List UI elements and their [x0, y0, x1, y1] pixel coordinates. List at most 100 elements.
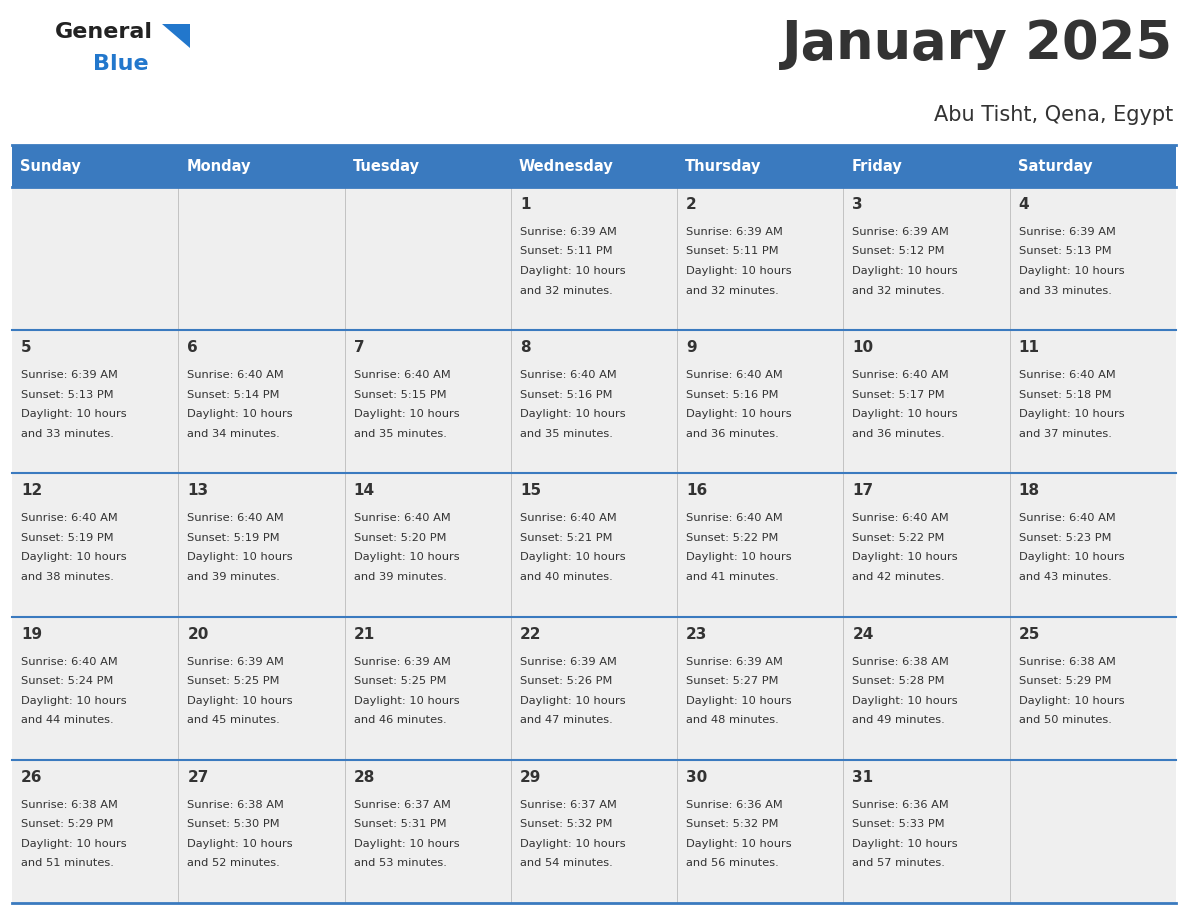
Text: Sunrise: 6:36 AM: Sunrise: 6:36 AM — [853, 800, 949, 810]
Text: 1: 1 — [520, 197, 530, 212]
Text: 6: 6 — [188, 341, 198, 355]
Text: Sunset: 5:22 PM: Sunset: 5:22 PM — [687, 533, 778, 543]
Text: and 35 minutes.: and 35 minutes. — [354, 429, 447, 439]
Text: Sunset: 5:31 PM: Sunset: 5:31 PM — [354, 819, 447, 829]
Text: and 39 minutes.: and 39 minutes. — [354, 572, 447, 582]
Text: 26: 26 — [21, 770, 43, 785]
Text: 7: 7 — [354, 341, 365, 355]
Text: Daylight: 10 hours: Daylight: 10 hours — [853, 266, 958, 276]
Text: and 48 minutes.: and 48 minutes. — [687, 715, 779, 725]
Bar — [345, 760, 511, 903]
Text: Sunrise: 6:40 AM: Sunrise: 6:40 AM — [1019, 370, 1116, 380]
Text: and 39 minutes.: and 39 minutes. — [188, 572, 280, 582]
Text: Sunrise: 6:39 AM: Sunrise: 6:39 AM — [687, 656, 783, 666]
Text: Sunset: 5:16 PM: Sunset: 5:16 PM — [520, 390, 612, 399]
Text: and 43 minutes.: and 43 minutes. — [1019, 572, 1112, 582]
Text: Sunrise: 6:38 AM: Sunrise: 6:38 AM — [21, 800, 118, 810]
Text: Friday: Friday — [852, 159, 902, 174]
Bar — [178, 474, 345, 617]
Text: and 32 minutes.: and 32 minutes. — [853, 285, 946, 296]
Text: Sunset: 5:32 PM: Sunset: 5:32 PM — [520, 819, 612, 829]
Text: and 56 minutes.: and 56 minutes. — [687, 858, 779, 868]
Text: Daylight: 10 hours: Daylight: 10 hours — [687, 266, 791, 276]
Bar — [843, 617, 1010, 760]
Text: Daylight: 10 hours: Daylight: 10 hours — [687, 409, 791, 420]
Text: Monday: Monday — [187, 159, 251, 174]
Text: Sunset: 5:19 PM: Sunset: 5:19 PM — [21, 533, 114, 543]
Text: 19: 19 — [21, 627, 42, 642]
Text: Sunrise: 6:40 AM: Sunrise: 6:40 AM — [520, 513, 617, 523]
Text: and 51 minutes.: and 51 minutes. — [21, 858, 114, 868]
Text: Sunrise: 6:40 AM: Sunrise: 6:40 AM — [21, 656, 118, 666]
Text: 29: 29 — [520, 770, 542, 785]
Text: Sunrise: 6:37 AM: Sunrise: 6:37 AM — [354, 800, 450, 810]
Text: Sunset: 5:25 PM: Sunset: 5:25 PM — [354, 676, 446, 686]
Text: Sunset: 5:11 PM: Sunset: 5:11 PM — [520, 247, 613, 256]
Bar — [677, 330, 843, 474]
Text: Sunset: 5:16 PM: Sunset: 5:16 PM — [687, 390, 778, 399]
Text: Sunrise: 6:39 AM: Sunrise: 6:39 AM — [1019, 227, 1116, 237]
Text: 30: 30 — [687, 770, 707, 785]
Text: Sunset: 5:19 PM: Sunset: 5:19 PM — [188, 533, 280, 543]
Text: and 36 minutes.: and 36 minutes. — [853, 429, 946, 439]
Text: and 46 minutes.: and 46 minutes. — [354, 715, 447, 725]
Text: and 33 minutes.: and 33 minutes. — [1019, 285, 1112, 296]
Text: 20: 20 — [188, 627, 209, 642]
Bar — [511, 330, 677, 474]
Bar — [677, 474, 843, 617]
Text: Sunrise: 6:38 AM: Sunrise: 6:38 AM — [188, 800, 284, 810]
Text: Daylight: 10 hours: Daylight: 10 hours — [853, 696, 958, 706]
Bar — [178, 145, 345, 187]
Text: Sunset: 5:32 PM: Sunset: 5:32 PM — [687, 819, 778, 829]
Text: 31: 31 — [853, 770, 873, 785]
Text: Daylight: 10 hours: Daylight: 10 hours — [1019, 409, 1124, 420]
Bar — [12, 760, 178, 903]
Text: Daylight: 10 hours: Daylight: 10 hours — [188, 696, 293, 706]
Bar — [1010, 145, 1176, 187]
Bar — [345, 145, 511, 187]
Bar — [511, 145, 677, 187]
Text: 9: 9 — [687, 341, 697, 355]
Bar — [12, 187, 178, 330]
Text: 25: 25 — [1019, 627, 1040, 642]
Text: Daylight: 10 hours: Daylight: 10 hours — [853, 409, 958, 420]
Text: and 36 minutes.: and 36 minutes. — [687, 429, 779, 439]
Text: Sunset: 5:24 PM: Sunset: 5:24 PM — [21, 676, 113, 686]
Bar — [843, 760, 1010, 903]
Text: Sunset: 5:11 PM: Sunset: 5:11 PM — [687, 247, 779, 256]
Text: 14: 14 — [354, 484, 374, 498]
Text: Daylight: 10 hours: Daylight: 10 hours — [687, 839, 791, 849]
Text: 28: 28 — [354, 770, 375, 785]
Text: and 41 minutes.: and 41 minutes. — [687, 572, 779, 582]
Text: 16: 16 — [687, 484, 707, 498]
Polygon shape — [162, 24, 190, 48]
Bar — [843, 187, 1010, 330]
Bar — [178, 330, 345, 474]
Bar — [178, 617, 345, 760]
Text: Sunset: 5:29 PM: Sunset: 5:29 PM — [21, 819, 114, 829]
Bar — [345, 474, 511, 617]
Text: Sunrise: 6:39 AM: Sunrise: 6:39 AM — [188, 656, 284, 666]
Text: Daylight: 10 hours: Daylight: 10 hours — [188, 839, 293, 849]
Text: and 49 minutes.: and 49 minutes. — [853, 715, 946, 725]
Text: Sunset: 5:14 PM: Sunset: 5:14 PM — [188, 390, 280, 399]
Text: and 47 minutes.: and 47 minutes. — [520, 715, 613, 725]
Text: 4: 4 — [1019, 197, 1029, 212]
Bar — [677, 145, 843, 187]
Text: Daylight: 10 hours: Daylight: 10 hours — [188, 553, 293, 563]
Bar — [178, 187, 345, 330]
Text: and 37 minutes.: and 37 minutes. — [1019, 429, 1112, 439]
Text: Daylight: 10 hours: Daylight: 10 hours — [1019, 553, 1124, 563]
Bar — [843, 145, 1010, 187]
Text: Sunrise: 6:39 AM: Sunrise: 6:39 AM — [21, 370, 118, 380]
Text: Sunset: 5:22 PM: Sunset: 5:22 PM — [853, 533, 944, 543]
Text: Daylight: 10 hours: Daylight: 10 hours — [687, 553, 791, 563]
Text: Sunset: 5:25 PM: Sunset: 5:25 PM — [188, 676, 280, 686]
Text: and 35 minutes.: and 35 minutes. — [520, 429, 613, 439]
Bar — [511, 617, 677, 760]
Text: and 57 minutes.: and 57 minutes. — [853, 858, 946, 868]
Text: and 32 minutes.: and 32 minutes. — [687, 285, 779, 296]
Text: Sunset: 5:29 PM: Sunset: 5:29 PM — [1019, 676, 1111, 686]
Text: Sunrise: 6:40 AM: Sunrise: 6:40 AM — [520, 370, 617, 380]
Text: Sunrise: 6:40 AM: Sunrise: 6:40 AM — [188, 370, 284, 380]
